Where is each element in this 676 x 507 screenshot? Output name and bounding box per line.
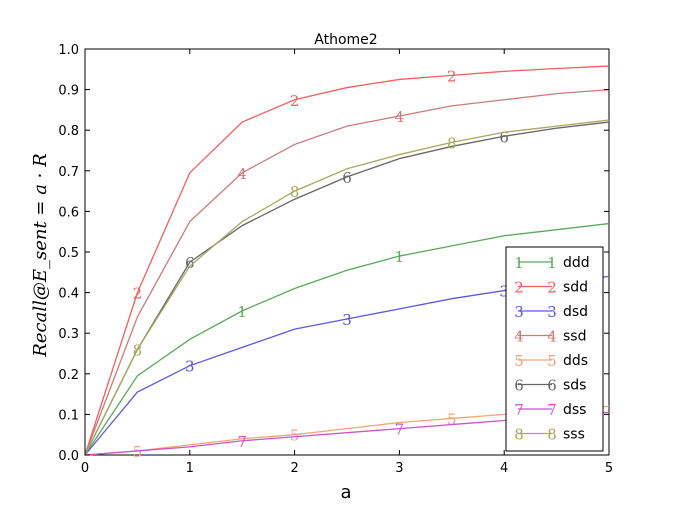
legend-label-sss: sss [563, 427, 585, 443]
series-line-sdd [84, 65, 610, 456]
y-tick-label: 0.4 [58, 287, 79, 302]
y-tick-label: 0.9 [58, 84, 79, 99]
data-marker-sdd: 2 [290, 92, 300, 110]
data-marker-dsd: 3 [185, 358, 195, 376]
chart-title: Athome2 [314, 32, 377, 48]
y-tick-label: 0.1 [58, 408, 79, 423]
x-tick-label: 2 [290, 461, 298, 476]
series-line-sss [84, 119, 610, 456]
legend-marker-sss: 8 [547, 426, 557, 444]
y-tick-label: 1.0 [58, 43, 79, 58]
legend-label-sdd: sdd [563, 280, 588, 296]
legend-marker-ssd: 4 [514, 328, 524, 346]
data-marker-dds: 5 [290, 427, 300, 445]
legend-marker-sdd: 2 [514, 279, 524, 297]
y-tick-label: 0.5 [58, 246, 79, 261]
legend-marker-dsd: 3 [547, 303, 557, 321]
data-marker-dss: 7 [237, 433, 247, 451]
data-marker-sds: 6 [185, 254, 195, 272]
legend-marker-sds: 6 [514, 377, 524, 395]
legend-marker-sds: 6 [547, 377, 557, 395]
legend-marker-dds: 5 [514, 352, 524, 370]
legend-marker-ssd: 4 [547, 328, 557, 346]
legend-label-sds: sds [563, 378, 586, 394]
legend-label-dsd: dsd [563, 304, 588, 320]
data-marker-dsd: 3 [342, 311, 352, 329]
legend-marker-dss: 7 [514, 401, 524, 419]
x-tick-label: 3 [395, 461, 403, 476]
legend-label-ssd: ssd [563, 329, 586, 345]
data-marker-sds: 6 [342, 169, 352, 187]
legend-marker-dsd: 3 [514, 303, 524, 321]
y-tick-label: 0.0 [58, 449, 79, 464]
y-tick-label: 0.7 [58, 165, 79, 180]
y-tick-label: 0.3 [58, 327, 79, 342]
data-marker-sds: 6 [499, 128, 509, 146]
data-marker-sss: 8 [133, 341, 143, 359]
legend-label-ddd: ddd [563, 255, 590, 271]
x-tick-label: 1 [186, 461, 194, 476]
data-marker-ddd: 1 [237, 303, 247, 321]
series-line-ddd [84, 222, 610, 456]
data-marker-sss: 8 [447, 134, 457, 152]
legend-marker-dds: 5 [547, 352, 557, 370]
legend-marker-ddd: 1 [547, 254, 557, 272]
data-marker-ssd: 4 [395, 108, 405, 126]
tick-layer: 0 1 2 3 4 50.00.10.20.30.40.50.60.70.80.91.0 [58, 43, 613, 476]
legend-label-dss: dss [563, 402, 586, 418]
legend: 1 1 ddd 2 2 sdd 3 3 dsd 4 4 ssd 5 5 dds 6 6 sds 7 7 dss 8 8 sss [505, 246, 604, 452]
legend-box [505, 246, 604, 452]
data-marker-dsd: 3 [499, 283, 509, 301]
series-line-ssd [84, 88, 610, 456]
y-axis-label: Recall@E_sent = a · R [30, 153, 51, 357]
data-marker-ddd: 1 [395, 248, 405, 266]
x-tick-label: 0 [81, 461, 89, 476]
y-tick-label: 0.2 [58, 368, 79, 383]
x-tick-label: 5 [605, 461, 613, 476]
legend-label-dds: dds [563, 353, 588, 369]
series-line-sds [84, 121, 610, 456]
data-marker-dds: 5 [133, 443, 143, 461]
legend-marker-ddd: 1 [514, 254, 524, 272]
data-marker-sss: 8 [290, 183, 300, 201]
data-marker-dds: 5 [447, 410, 457, 428]
legend-marker-sss: 8 [514, 426, 524, 444]
y-tick-label: 0.8 [58, 124, 79, 139]
data-marker-ssd: 4 [237, 165, 247, 183]
legend-marker-dss: 7 [547, 401, 557, 419]
y-tick-label: 0.6 [58, 205, 79, 220]
x-axis-label: a [340, 482, 351, 503]
legend-marker-sdd: 2 [547, 279, 557, 297]
x-tick-label: 4 [500, 461, 508, 476]
data-marker-sdd: 2 [133, 285, 143, 303]
data-marker-sdd: 2 [447, 67, 457, 85]
data-marker-dss: 7 [395, 421, 405, 439]
